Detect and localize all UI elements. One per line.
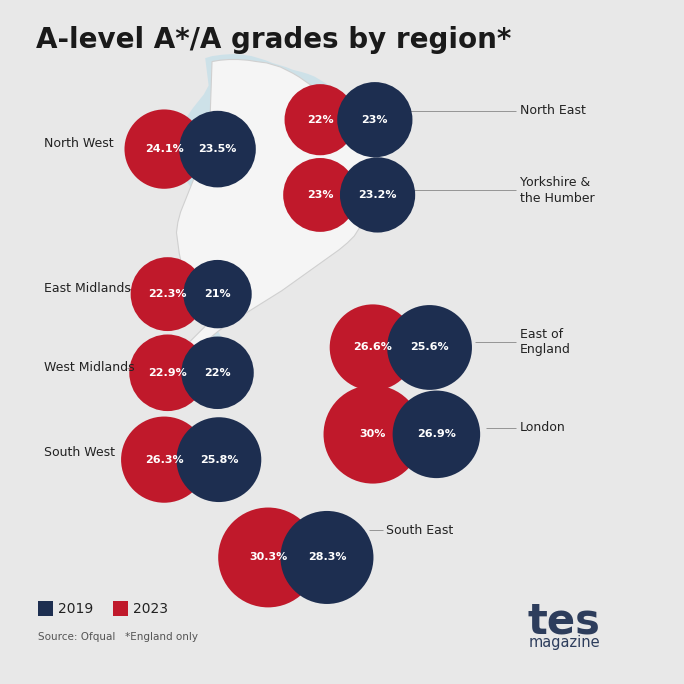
- Circle shape: [387, 305, 472, 390]
- Circle shape: [280, 511, 373, 604]
- Text: 22%: 22%: [205, 368, 231, 378]
- Text: 23%: 23%: [307, 190, 333, 200]
- Text: 25.8%: 25.8%: [200, 455, 238, 464]
- Text: 28.3%: 28.3%: [308, 553, 346, 562]
- Text: South West: South West: [44, 446, 116, 460]
- Text: Source: Ofqual   *England only: Source: Ofqual *England only: [38, 633, 198, 642]
- Text: 26.9%: 26.9%: [417, 430, 456, 439]
- Circle shape: [330, 304, 416, 391]
- Text: Yorkshire &
the Humber: Yorkshire & the Humber: [520, 176, 594, 205]
- Circle shape: [337, 82, 412, 157]
- Text: 2023: 2023: [133, 602, 168, 616]
- Circle shape: [124, 109, 204, 189]
- Text: 30%: 30%: [360, 430, 386, 439]
- Text: London: London: [520, 421, 566, 434]
- Text: 23.2%: 23.2%: [358, 190, 397, 200]
- Text: A-level A*/A grades by region*: A-level A*/A grades by region*: [36, 26, 511, 54]
- Text: 23%: 23%: [362, 115, 388, 124]
- Circle shape: [393, 391, 480, 478]
- Text: 22.3%: 22.3%: [148, 289, 187, 299]
- Text: 24.1%: 24.1%: [145, 144, 183, 154]
- Text: East Midlands: East Midlands: [44, 282, 131, 295]
- Bar: [113, 601, 128, 616]
- Text: 26.6%: 26.6%: [354, 343, 392, 352]
- Circle shape: [340, 157, 415, 233]
- Circle shape: [183, 260, 252, 328]
- Text: South East: South East: [386, 523, 453, 537]
- Circle shape: [176, 417, 261, 502]
- Circle shape: [129, 334, 206, 411]
- Text: North East: North East: [520, 104, 586, 118]
- Circle shape: [324, 385, 422, 484]
- Polygon shape: [172, 54, 386, 356]
- Text: 25.6%: 25.6%: [410, 343, 449, 352]
- Circle shape: [283, 158, 357, 232]
- Circle shape: [181, 337, 254, 409]
- Bar: [38, 601, 53, 616]
- Text: 30.3%: 30.3%: [249, 553, 287, 562]
- Text: 21%: 21%: [205, 289, 231, 299]
- Circle shape: [285, 84, 356, 155]
- Circle shape: [179, 111, 256, 187]
- Text: 22.9%: 22.9%: [148, 368, 187, 378]
- Text: 23.5%: 23.5%: [198, 144, 237, 154]
- Circle shape: [218, 508, 318, 607]
- Text: East of
England: East of England: [520, 328, 570, 356]
- Text: 22%: 22%: [307, 115, 333, 124]
- Polygon shape: [176, 60, 378, 364]
- Text: North West: North West: [44, 137, 114, 150]
- Text: 26.3%: 26.3%: [145, 455, 183, 464]
- Text: 2019: 2019: [58, 602, 94, 616]
- Text: West Midlands: West Midlands: [44, 361, 135, 375]
- Text: tes: tes: [528, 600, 601, 642]
- Circle shape: [131, 257, 205, 331]
- Circle shape: [121, 417, 207, 503]
- Text: magazine: magazine: [529, 635, 600, 650]
